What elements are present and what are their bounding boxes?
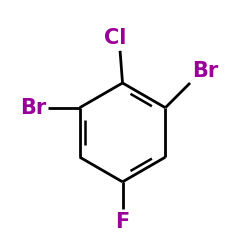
Text: Cl: Cl (104, 28, 126, 48)
Text: F: F (116, 212, 130, 232)
Text: Br: Br (20, 98, 46, 118)
Text: Br: Br (192, 61, 219, 81)
